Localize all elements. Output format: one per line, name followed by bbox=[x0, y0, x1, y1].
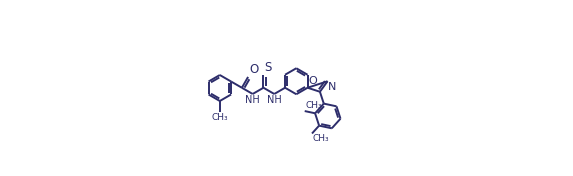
Text: NH: NH bbox=[267, 95, 282, 105]
Text: CH₃: CH₃ bbox=[312, 134, 329, 143]
Text: CH₃: CH₃ bbox=[211, 113, 228, 122]
Text: CH₃: CH₃ bbox=[305, 101, 322, 110]
Text: NH: NH bbox=[245, 95, 260, 105]
Text: O: O bbox=[308, 76, 317, 86]
Text: N: N bbox=[328, 82, 336, 92]
Text: O: O bbox=[249, 63, 258, 76]
Text: S: S bbox=[264, 61, 272, 74]
